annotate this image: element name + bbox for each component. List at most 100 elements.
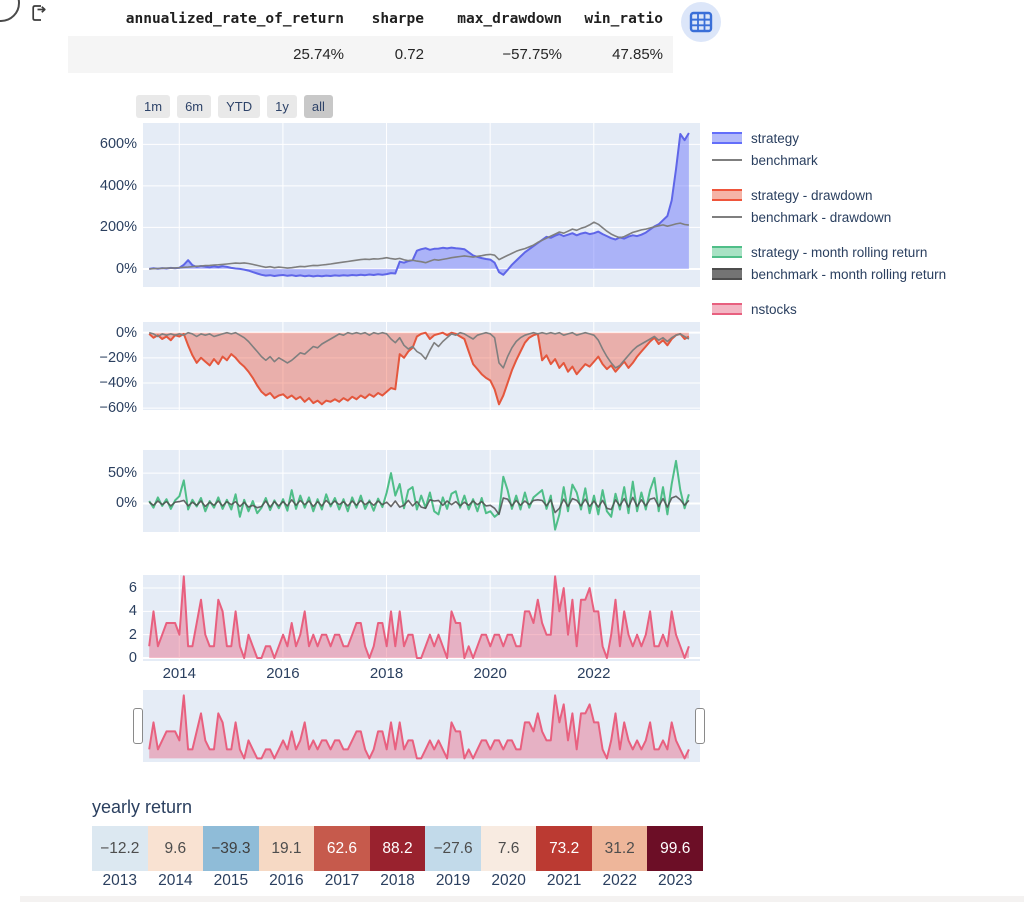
yearly-return-cell-2023: 99.6 [647,826,704,871]
y-tick-label: 0% [116,324,137,341]
yearly-return-cell-2013: −12.2 [92,826,148,871]
legend-swatch [712,268,742,280]
y-tick-label: −20% [99,349,138,366]
legend-swatch [712,132,742,144]
range-selector: 1m 6m YTD 1y all [136,95,333,118]
cumulative-return-plot[interactable] [143,123,700,287]
yearly-return-year-label: 2020 [491,872,526,889]
y-tick-label: 0 [128,649,137,666]
yearly-return-cell-2018: 88.2 [369,826,426,871]
nstocks-line [148,575,690,659]
legend-swatch [712,303,742,315]
yearly-return-cell-2014: 9.6 [147,826,204,871]
yearly-return-title: yearly return [92,797,193,817]
x-tick-label: 2020 [473,665,507,682]
yearly-return-years: 2013 2014 2015 2016 2017 2018 2019 2020 2021 2022… [92,872,703,890]
y-tick-label: 0% [116,495,137,512]
legend-swatch [712,189,742,201]
benchmark-line [149,221,690,270]
strategy-area [149,133,689,277]
strategy-line [149,132,690,278]
legend-label: benchmark - drawdown [751,209,892,225]
yearly-return-year-label: 2017 [324,872,360,889]
table-view-button[interactable] [681,2,721,42]
yearly-return-cell-2015: −39.3 [203,826,259,871]
rangeslider-handle-left[interactable] [133,708,143,744]
metric-header-max-drawdown: max_drawdown [457,11,562,27]
y-tick-label: 0% [116,260,137,277]
metric-header-win-ratio: win_ratio [584,11,663,27]
range-button-1m[interactable]: 1m [136,95,171,118]
legend-label: strategy [751,130,800,146]
yearly-return-year-label: 2022 [602,872,637,889]
legend-item-benchmark-month-rolling-return[interactable]: benchmark - month rolling return [712,263,946,285]
strategy_drawdown-line [148,331,690,406]
metric-value-win-ratio: 47.85% [612,46,663,63]
benchmark_rolling-line [148,495,690,516]
y-tick-label: 4 [128,603,137,620]
legend-swatch [712,159,742,161]
range-button-6m[interactable]: 6m [177,95,212,118]
legend-item-benchmark[interactable]: benchmark [712,149,946,171]
yearly-return-year-label: 2018 [380,872,415,889]
nstocks-rangeslider-plot[interactable] [143,690,700,762]
range-button-1y[interactable]: 1y [267,95,297,118]
metric-header-sharpe: sharpe [371,11,424,27]
table-icon [689,11,713,33]
yearly-return-heatmap: −12.2 9.6 −39.3 19.1 62.6 88.2 −27.6 7.6 73.2 31.… [92,826,704,871]
strategy_drawdown-area [149,332,689,405]
y-tick-label: 600% [99,136,137,153]
y-tick-label: 50% [107,465,137,482]
strategy_rolling-line [148,459,690,531]
corner-arc-decoration [0,0,20,22]
y-tick-label: 2 [128,626,137,643]
y-tick-label: 200% [99,219,137,236]
drawdown-plot[interactable] [143,322,700,410]
benchmark_drawdown-line [148,331,690,369]
legend-label: strategy - month rolling return [751,244,928,260]
legend-item-strategy[interactable]: strategy [712,127,946,149]
legend-swatch [712,246,742,258]
metric-value-max-drawdown: −57.75% [502,46,562,63]
yearly-return-cell-2022: 31.2 [591,826,648,871]
nstocks-line [148,694,690,760]
legend-item-nstocks[interactable]: nstocks [712,298,946,320]
legend-label: benchmark [751,152,818,168]
yearly-return-year-label: 2013 [102,872,138,889]
x-tick-label: 2016 [266,665,300,682]
month-rolling-return-plot[interactable] [143,450,700,532]
metric-header-annualized-rate-of-return: annualized_rate_of_return [125,11,344,27]
metric-value-annualized-rate-of-return: 25.74% [293,46,344,63]
yearly-return-year-label: 2015 [213,872,249,889]
export-icon[interactable] [28,2,50,24]
yearly-return-year-label: 2019 [435,872,471,889]
legend-item-benchmark-drawdown[interactable]: benchmark - drawdown [712,206,946,228]
rangeslider-handle-right[interactable] [695,708,705,744]
yearly-return-year-label: 2016 [269,872,304,889]
legend-label: nstocks [751,301,797,317]
legend-label: benchmark - month rolling return [751,266,947,282]
range-button-ytd[interactable]: YTD [218,95,261,118]
metric-value-sharpe: 0.72 [394,46,424,63]
yearly-return-year-label: 2014 [158,872,193,889]
y-tick-label: 400% [99,177,137,194]
range-button-all[interactable]: all [303,95,333,118]
yearly-return-cell-2016: 19.1 [258,826,315,871]
yearly-return-cell-2021: 73.2 [536,826,592,871]
legend-item-strategy-drawdown[interactable]: strategy - drawdown [712,184,946,206]
yearly-return-cell-2017: 62.6 [314,826,370,871]
y-tick-label: 6 [128,580,137,597]
metrics-value-row [68,36,673,73]
yearly-return-cell-2020: 7.6 [480,826,537,871]
x-tick-label: 2014 [162,665,196,682]
y-tick-label: −60% [99,400,138,417]
next-section-edge [20,896,1024,902]
yearly-return-year-label: 2023 [658,872,693,889]
legend-item-strategy-month-rolling-return[interactable]: strategy - month rolling return [712,241,946,263]
legend-swatch [712,216,742,218]
yearly-return-year-label: 2021 [546,872,582,889]
legend: strategy benchmark strategy - drawdown benc… [712,127,946,333]
y-tick-label: −40% [99,374,138,391]
nstocks-plot[interactable] [143,575,700,661]
